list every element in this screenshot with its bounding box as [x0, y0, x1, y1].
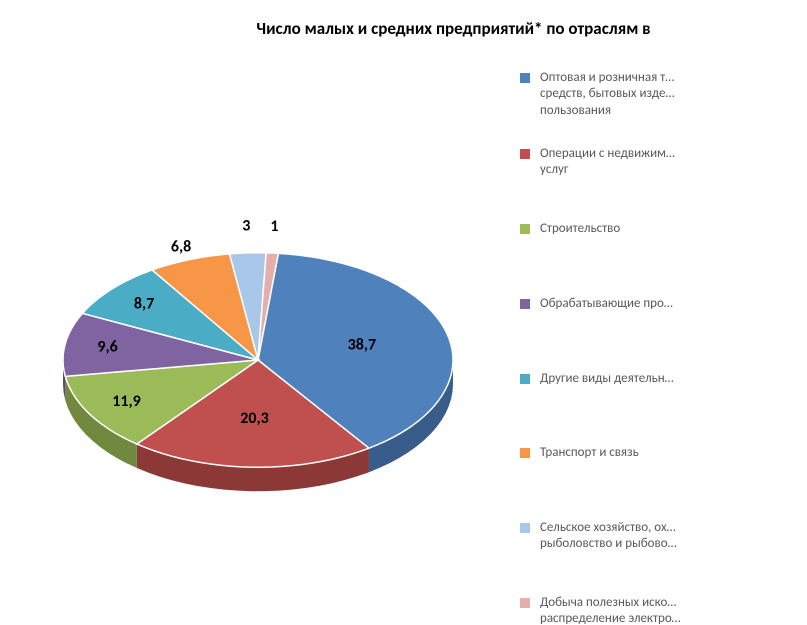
legend-label: Обрабатывающие про…	[540, 296, 673, 312]
slice-value-label: 8,7	[134, 294, 154, 313]
legend-swatch	[520, 523, 530, 533]
legend-item: Другие виды деятельн…	[520, 371, 807, 387]
legend-item: Добыча полезных иско… распределение элек…	[520, 595, 807, 625]
legend-item: Операции с недвижим… услуг	[520, 146, 807, 179]
pie-chart: 38,7 20,3 11,9 9,6 8,7 6,8 3 1	[0, 60, 500, 600]
legend-label: Добыча полезных иско… распределение элек…	[540, 595, 681, 625]
legend-item: Сельское хозяйство, ох… рыболовство и ры…	[520, 520, 807, 553]
legend-swatch	[520, 73, 530, 83]
legend-label: Сельское хозяйство, ох… рыболовство и ры…	[540, 520, 677, 553]
legend-swatch	[520, 448, 530, 458]
legend: Оптовая и розничная т… средств, бытовых …	[520, 70, 807, 625]
legend-label: Другие виды деятельн…	[540, 371, 674, 387]
slice-value-label: 11,9	[112, 392, 140, 411]
chart-title: Число малых и средних предприятий* по от…	[0, 18, 807, 39]
legend-label: Оптовая и розничная т… средств, бытовых …	[540, 70, 674, 119]
slice-value-label: 38,7	[348, 335, 376, 354]
legend-swatch	[520, 374, 530, 384]
legend-label: Строительство	[540, 221, 620, 237]
slice-value-label: 3	[242, 217, 250, 236]
slice-value-label: 1	[270, 217, 278, 236]
slice-value-label: 9,6	[97, 337, 117, 356]
legend-item: Обрабатывающие про…	[520, 296, 807, 312]
legend-swatch	[520, 598, 530, 608]
legend-swatch	[520, 224, 530, 234]
slice-value-label: 6,8	[171, 237, 191, 256]
legend-item: Транспорт и связь	[520, 445, 807, 461]
legend-label: Транспорт и связь	[540, 445, 639, 461]
legend-item: Оптовая и розничная т… средств, бытовых …	[520, 70, 807, 119]
slice-value-label: 20,3	[240, 409, 268, 428]
legend-label: Операции с недвижим… услуг	[540, 146, 675, 179]
legend-swatch	[520, 299, 530, 309]
legend-swatch	[520, 149, 530, 159]
legend-item: Строительство	[520, 221, 807, 237]
